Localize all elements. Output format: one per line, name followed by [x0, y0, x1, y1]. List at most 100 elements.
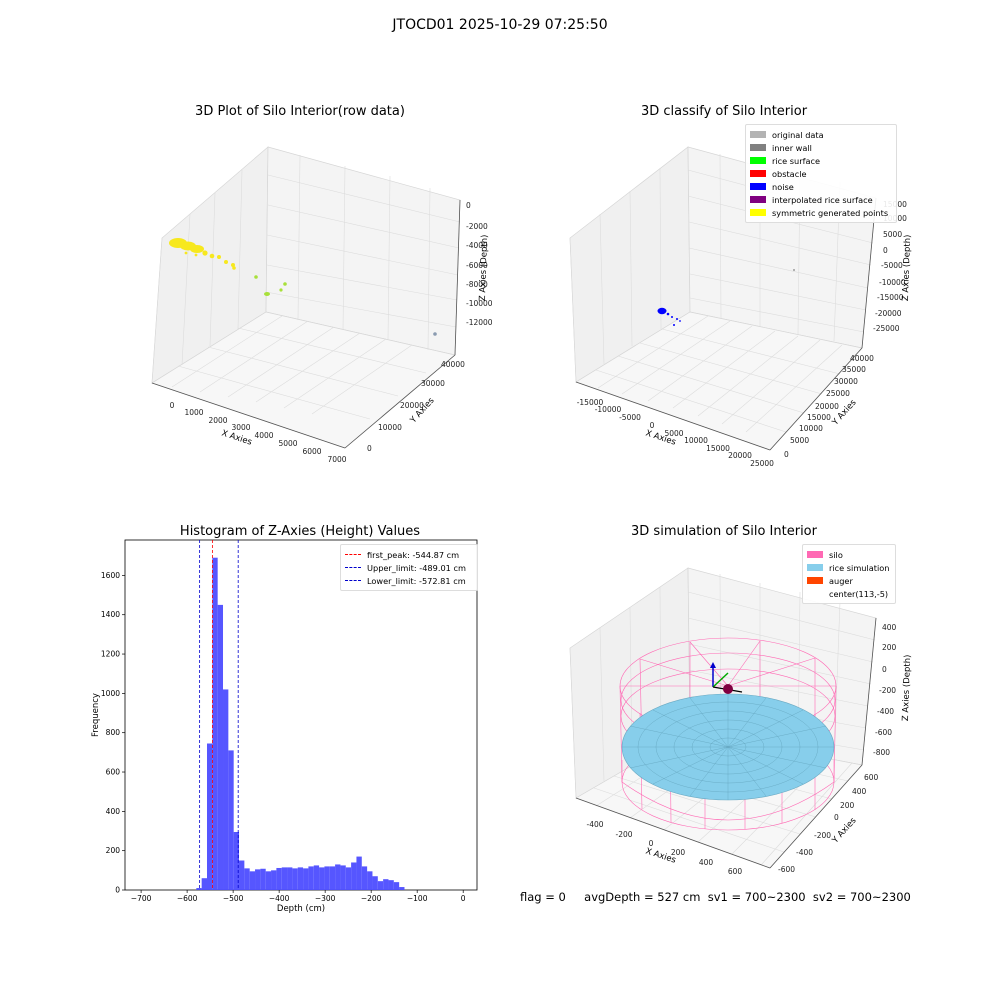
histogram-y-tick-label: 1000 — [101, 689, 120, 698]
legend-item-upper-limit: Upper_limit: -489.01 cm — [345, 561, 473, 574]
plot2-z-axis-label: Z Axies (Depth) — [901, 234, 913, 301]
legend-item-rice-simulation: rice simulation — [807, 561, 891, 574]
rice-surface-mesh — [622, 694, 834, 800]
plot2-y-tick-8: 40000 — [850, 354, 874, 363]
legend-item-rice-surface: rice surface — [750, 154, 892, 167]
legend-label: first_peak: -544.87 cm — [367, 549, 460, 560]
legend-swatch — [750, 170, 766, 177]
histogram-y-ticks: 0 200 400 600 800 1000 1200 1400 1600 — [101, 571, 125, 895]
histogram-x-tick-label: 0 — [461, 894, 466, 903]
plot2-x-tick-5: 10000 — [684, 436, 708, 445]
histogram-bar — [308, 866, 314, 890]
plot1-y-tick-4: 40000 — [441, 360, 465, 369]
legend-label: interpolated rice surface — [772, 194, 873, 205]
histogram-bar — [212, 557, 218, 890]
legend-item-original-data: original data — [750, 128, 892, 141]
histogram-bar — [393, 882, 400, 890]
plot1-tick-labels: 0 1000 2000 3000 4000 5000 6000 7000 0 1… — [170, 201, 493, 464]
plot2-x-tick-0: -15000 — [577, 398, 604, 407]
plot4-x-tick-2: 0 — [649, 839, 654, 848]
plot2-z-tick-8: -25000 — [873, 324, 900, 333]
histogram-y-axis-label: Frequency — [91, 693, 101, 737]
legend-label: noise — [772, 181, 794, 192]
plot4-z-tick-5: -600 — [875, 728, 892, 737]
plot2-legend: original data inner wall rice surface ob… — [745, 124, 897, 223]
auger-z-arrow-head — [710, 662, 716, 668]
plot4-z-tick-0: 400 — [882, 623, 897, 632]
histogram-bar — [335, 864, 341, 890]
plot1-y-tick-2: 20000 — [400, 401, 424, 410]
plot4-y-tick-5: 400 — [852, 787, 867, 796]
histogram-x-axis-label: Depth (cm) — [277, 904, 325, 914]
legend-swatch — [807, 577, 823, 584]
legend-item-noise: noise — [750, 180, 892, 193]
plot1-x-tick-6: 6000 — [302, 447, 321, 456]
plot1-y-tick-3: 30000 — [421, 379, 445, 388]
legend-label: silo — [829, 549, 843, 560]
histogram-x-tick-label: −700 — [131, 894, 152, 903]
legend-line — [345, 554, 361, 555]
legend-swatch — [750, 209, 766, 216]
histogram-y-tick-label: 600 — [106, 768, 121, 777]
plot4-z-axis-label: Z Axies (Depth) — [901, 654, 913, 721]
legend-swatch — [750, 196, 766, 203]
plot2-y-tick-7: 35000 — [842, 365, 866, 374]
plot2-y-tick-3: 15000 — [807, 413, 831, 422]
plot2-x-tick-7: 20000 — [728, 451, 752, 460]
histogram-y-tick-label: 1600 — [101, 571, 120, 580]
plot4-x-axis-line — [575, 797, 771, 869]
plot2-z-tick-5: -10000 — [879, 278, 906, 287]
plot1-3d-axes — [151, 146, 461, 449]
plot4-legend: silo rice simulation auger center(113,-5… — [802, 544, 896, 604]
plot2-z-tick-2: 5000 — [883, 230, 902, 239]
histogram-bar — [313, 865, 320, 890]
plot4-z-tick-3: -200 — [879, 686, 896, 695]
histogram-bar — [239, 860, 245, 890]
histogram-bar — [340, 865, 346, 890]
legend-label: auger — [829, 575, 853, 586]
histogram-bar — [324, 866, 330, 890]
histogram-y-tick-label: 400 — [106, 807, 121, 816]
plot1-y-tick-0: 0 — [367, 444, 372, 453]
plot2-y-tick-0: 0 — [784, 450, 789, 459]
plot2-z-tick-3: 0 — [883, 246, 888, 255]
legend-item-lower-limit: Lower_limit: -572.81 cm — [345, 574, 473, 587]
histogram-x-tick-label: −100 — [407, 894, 428, 903]
legend-item-obstacle: obstacle — [750, 167, 892, 180]
plot2-z-axis-line — [861, 197, 877, 349]
histogram-y-tick-label: 200 — [106, 846, 121, 855]
plot2-z-tick-7: -20000 — [875, 309, 902, 318]
legend-swatch — [750, 144, 766, 151]
plot2-y-tick-5: 25000 — [826, 389, 850, 398]
histogram-bar — [271, 870, 277, 890]
legend-label: Upper_limit: -489.01 cm — [367, 562, 466, 573]
histogram-y-tick-label: 800 — [106, 728, 121, 737]
histogram-bar — [383, 879, 389, 890]
histogram-bar — [372, 876, 378, 890]
legend-label: rice surface — [772, 155, 821, 166]
flag-text: flag = 0 — [520, 890, 566, 904]
legend-label: obstacle — [772, 168, 807, 179]
histogram-bar — [233, 831, 240, 890]
histogram-bar — [361, 866, 368, 890]
plot4-z-tick-1: 200 — [882, 643, 897, 652]
plot4-x-tick-3: 200 — [671, 848, 686, 857]
histogram-bar — [351, 862, 357, 890]
legend-swatch — [807, 551, 823, 558]
plot2-x-tick-4: 5000 — [664, 429, 683, 438]
histogram-bar — [377, 881, 384, 890]
histogram-bar — [388, 880, 394, 890]
plot4-y-tick-3: 0 — [834, 813, 839, 822]
plot1-green-point-cluster — [254, 275, 287, 296]
legend-swatch — [807, 564, 823, 571]
plot1-x-tick-0: 0 — [170, 401, 175, 410]
figure-title: JTOCD01 2025-10-29 07:25:50 — [392, 17, 608, 33]
legend-label: rice simulation — [829, 562, 890, 573]
plot1-outlier-point — [433, 332, 437, 336]
plot4-z-axis-line — [861, 617, 877, 766]
plot1-yellow-point-cluster — [169, 238, 236, 270]
plot2-inner-wall-point — [793, 269, 795, 271]
histogram-legend: first_peak: -544.87 cm Upper_limit: -489… — [340, 544, 478, 591]
legend-item-auger: auger — [807, 574, 891, 587]
plot1-x-axis-line — [151, 382, 346, 449]
